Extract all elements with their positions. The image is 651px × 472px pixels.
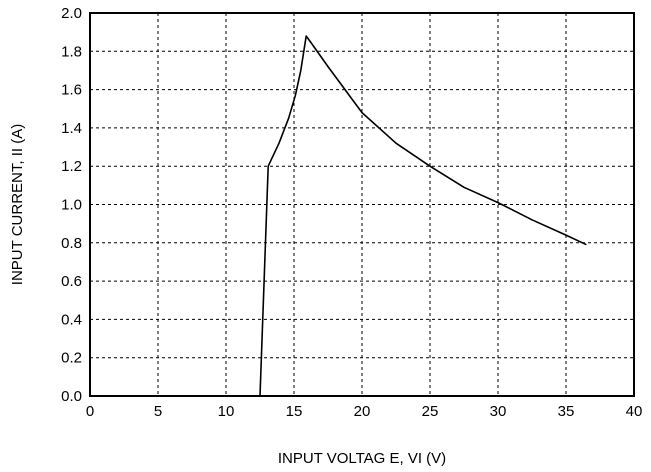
y-tick-label: 0.6 bbox=[61, 273, 82, 290]
x-tick-label: 25 bbox=[422, 403, 439, 420]
x-tick-label: 40 bbox=[626, 403, 643, 420]
y-tick-label: 2.0 bbox=[61, 5, 82, 22]
y-tick-label: 1.4 bbox=[61, 120, 82, 137]
x-tick-label: 20 bbox=[354, 403, 371, 420]
x-tick-label: 35 bbox=[558, 403, 575, 420]
y-tick-label: 1.8 bbox=[61, 43, 82, 60]
series-line bbox=[259, 35, 587, 397]
x-tick-label: 30 bbox=[490, 403, 507, 420]
y-tick-label: 1.6 bbox=[61, 82, 82, 99]
grid bbox=[90, 13, 634, 396]
y-tick-label: 1.2 bbox=[61, 158, 82, 175]
x-tick-label: 10 bbox=[218, 403, 235, 420]
x-tick-label: 15 bbox=[286, 403, 303, 420]
y-tick-label: 0.2 bbox=[61, 350, 82, 367]
y-tick-label: 0.8 bbox=[61, 235, 82, 252]
y-tick-label: 0.0 bbox=[61, 388, 82, 405]
x-axis-label: INPUT VOLTAG E, VI (V) bbox=[278, 450, 446, 467]
x-tick-label: 0 bbox=[86, 403, 94, 420]
y-tick-label: 1.0 bbox=[61, 197, 82, 214]
y-tick-label: 0.4 bbox=[61, 311, 82, 328]
y-axis-label: INPUT CURRENT, II (A) bbox=[9, 124, 26, 285]
plot-frame bbox=[89, 12, 635, 397]
tick-labels: 0 5 10 15 20 25 30 35 40 0.0 0.2 0.4 0.6 0.8 1.0 1.2 1.4… bbox=[61, 5, 642, 420]
x-tick-label: 5 bbox=[154, 403, 162, 420]
